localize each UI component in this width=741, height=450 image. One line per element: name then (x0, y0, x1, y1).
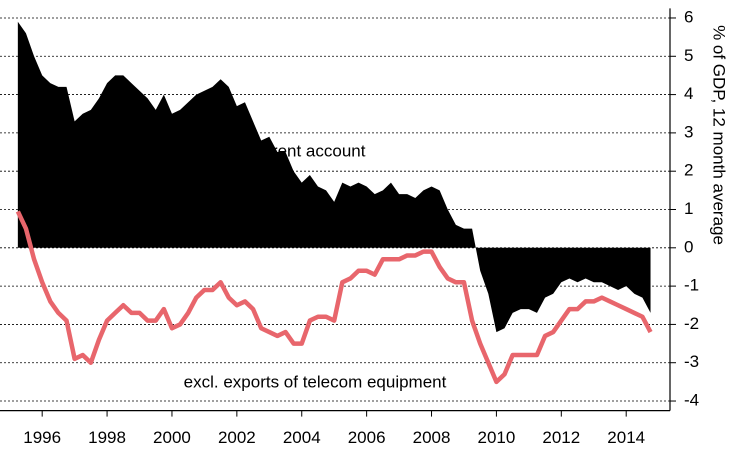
line (15, 210, 653, 385)
area (17, 21, 651, 333)
y-tick-label: 0 (684, 237, 693, 256)
x-tick-label: 2006 (348, 428, 386, 447)
y-tick-label: -3 (684, 352, 699, 371)
y-tick-label: 4 (684, 84, 693, 103)
x-tick-label: 1998 (88, 428, 126, 447)
x-tick-label: 2002 (218, 428, 256, 447)
y-tick-label: -1 (684, 276, 699, 295)
x-tick-label: 2012 (542, 428, 580, 447)
x-tick-label: 2004 (283, 428, 321, 447)
y-axis-label: % of GDP, 12 month average (710, 25, 729, 245)
plot: -4 -3 -2 -1 0 1 2 3 4 5 6 1996 1998 2000 2002 2004 2006 2… (0, 7, 699, 447)
x-tick-label: 2008 (413, 428, 451, 447)
x-tick-label: 2014 (607, 428, 645, 447)
y-tick-label: 6 (684, 7, 693, 26)
y-tick-label: -4 (684, 391, 699, 410)
y-tick-label: 2 (684, 161, 693, 180)
annotation: Current account (245, 141, 366, 160)
y-tick-label: 3 (684, 122, 693, 141)
y-tick-label: 5 (684, 46, 693, 65)
x-tick-label: 1996 (23, 428, 61, 447)
y-tick-label: -2 (684, 314, 699, 333)
x-tick-label: 2000 (153, 428, 191, 447)
x-tick-label: 2010 (478, 428, 516, 447)
annotation: excl. exports of telecom equipment (184, 372, 447, 391)
y-tick-label: 1 (684, 199, 693, 218)
